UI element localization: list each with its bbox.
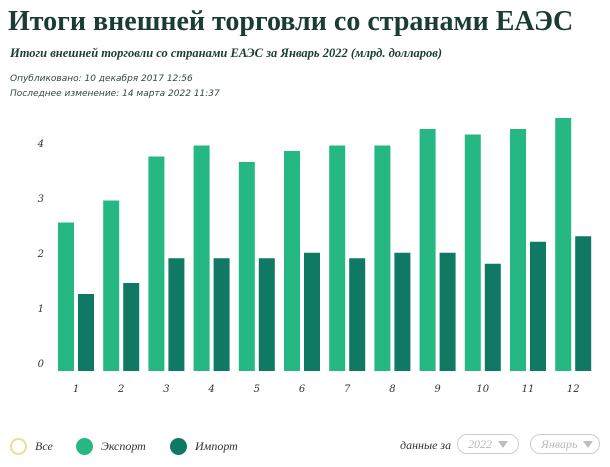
import-bar[interactable] [258,258,275,371]
x-tick-label: 6 [299,384,306,395]
filter-label: данные за [400,438,452,452]
y-tick-label: 4 [37,139,44,150]
export-bar[interactable] [419,129,436,371]
legend-import-dot [170,437,187,455]
y-tick-label: 1 [38,304,44,315]
x-tick-label: 7 [344,384,351,395]
export-bar[interactable] [193,145,210,372]
updated-date: Последнее изменение: 14 марта 2022 11:37 [10,89,220,99]
import-bar[interactable] [304,252,320,371]
export-bar[interactable] [510,129,526,371]
legend-all-label: Все [35,438,53,453]
legend-all-dot [10,437,27,455]
chevron-down-icon [583,440,594,448]
import-bar[interactable] [349,258,366,371]
export-bar[interactable] [148,156,165,372]
legend-import-label: Импорт [195,438,238,453]
export-bar[interactable] [284,151,300,371]
y-tick-label: 3 [38,194,44,205]
import-bar[interactable] [484,263,501,371]
export-bar[interactable] [374,145,391,372]
import-bar[interactable] [168,258,185,371]
year-select[interactable]: 2022 [457,434,519,454]
legend-export[interactable]: Экспорт [76,437,146,455]
x-tick-label: 8 [389,384,395,395]
y-axis: 0 1 2 3 4 [37,139,45,370]
legend-export-label: Экспорт [101,438,146,453]
x-tick-label: 4 [207,384,214,395]
x-tick-label: 3 [163,384,169,395]
page-title: Итоги внешней торговли со странами ЕАЭС [8,6,574,37]
export-bar[interactable] [58,222,74,372]
export-bar[interactable] [329,145,346,372]
month-select-value: Январь [541,436,578,451]
export-bar[interactable] [464,134,481,372]
legend-export-dot [76,437,93,455]
y-tick-label: 0 [38,359,45,370]
x-tick-label: 11 [522,384,535,395]
export-bar[interactable] [103,200,120,372]
x-tick-label: 2 [117,384,124,395]
import-bar[interactable] [439,252,456,371]
export-bar[interactable] [238,162,255,371]
import-bar[interactable] [575,236,592,371]
legend-import[interactable]: Импорт [170,437,238,455]
import-bar[interactable] [530,241,546,371]
bars-group [58,118,592,372]
chart-subtitle: Итоги внешней торговли со странами ЕАЭС … [10,46,443,60]
import-bar[interactable] [123,283,140,371]
year-select-value: 2022 [468,436,492,451]
y-tick-label: 2 [37,249,44,260]
x-tick-label: 5 [254,384,260,395]
x-tick-label: 10 [476,384,489,395]
chevron-down-icon [498,440,508,448]
x-axis: 1 2 3 4 5 6 7 8 9 10 11 12 [73,384,580,395]
x-tick-label: 9 [434,384,441,395]
import-bar[interactable] [213,258,230,371]
published-date: Опубликовано: 10 декабря 2017 12:56 [10,74,193,84]
month-select[interactable]: Январь [530,434,600,454]
import-bar[interactable] [78,294,94,371]
x-tick-label: 1 [73,384,79,395]
import-bar[interactable] [394,252,411,371]
export-bar[interactable] [555,118,572,371]
legend-all[interactable]: Все [10,437,53,455]
x-tick-label: 12 [567,384,580,395]
